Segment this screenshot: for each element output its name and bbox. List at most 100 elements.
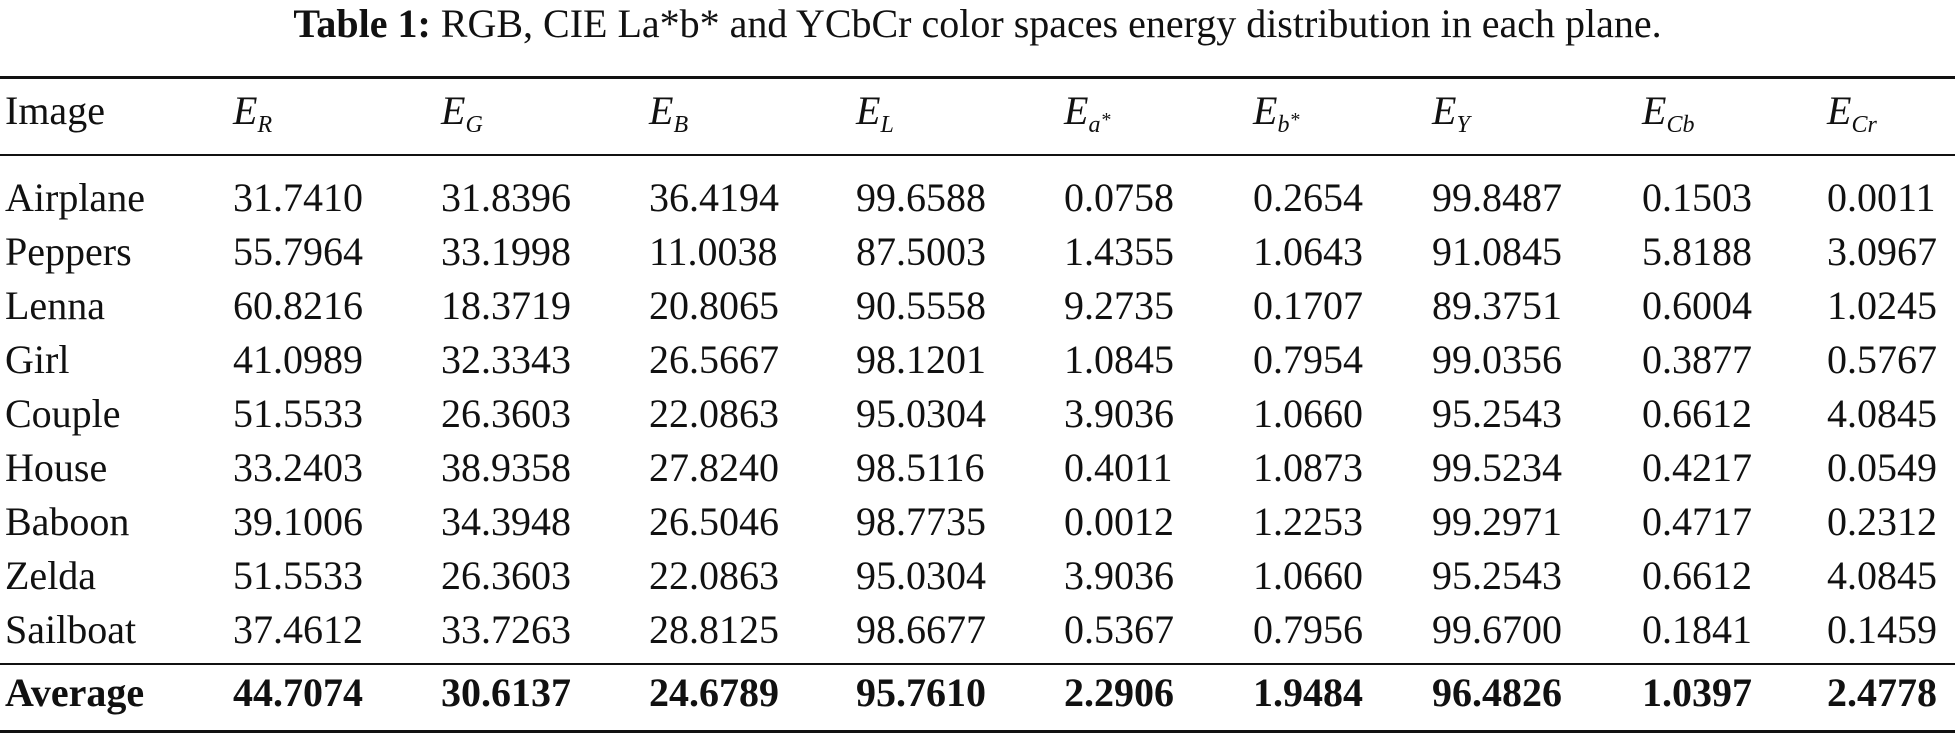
cell-e-l: 87.5003 — [856, 229, 986, 274]
cell-e-cr: 4.0845 — [1827, 391, 1937, 436]
header-subscript-letter: b — [1277, 112, 1290, 138]
row-image-name: Zelda — [5, 553, 97, 598]
cell-e-cr: 0.5767 — [1827, 337, 1937, 382]
header-subscript: Y — [1456, 112, 1470, 138]
table-row: Lenna 60.8216 18.3719 20.8065 90.5558 9.… — [0, 279, 1955, 333]
cell-e-b-star: 0.7956 — [1253, 607, 1363, 652]
cell-e-a-star: 3.9036 — [1064, 391, 1174, 436]
header-e-g: EG — [441, 84, 483, 144]
avg-e-b-star: 1.9484 — [1253, 670, 1363, 715]
header-e-cb: ECb — [1642, 84, 1694, 144]
header-subscript: a* — [1088, 109, 1110, 138]
header-symbol: E — [1642, 88, 1667, 133]
cell-e-b: 26.5046 — [649, 499, 779, 544]
cell-e-a-star: 3.9036 — [1064, 553, 1174, 598]
table-row: Couple 51.5533 26.3603 22.0863 95.0304 3… — [0, 387, 1955, 441]
row-image-name: Couple — [5, 391, 121, 436]
cell-e-r: 51.5533 — [233, 391, 363, 436]
cell-e-b: 36.4194 — [649, 175, 779, 220]
header-symbol: E — [1253, 88, 1278, 133]
avg-e-cr: 2.4778 — [1827, 670, 1937, 715]
cell-e-l: 95.0304 — [856, 553, 986, 598]
cell-e-cr: 0.1459 — [1827, 607, 1937, 652]
row-image-name: House — [5, 445, 108, 490]
cell-e-b: 20.8065 — [649, 283, 779, 328]
cell-e-g: 26.3603 — [441, 553, 571, 598]
header-rule — [0, 154, 1955, 156]
header-subscript: R — [257, 112, 273, 138]
header-e-b-star: Eb* — [1253, 84, 1299, 145]
cell-e-g: 33.1998 — [441, 229, 571, 274]
cell-e-g: 33.7263 — [441, 607, 571, 652]
cell-e-a-star: 1.4355 — [1064, 229, 1174, 274]
table-row: Airplane 31.7410 31.8396 36.4194 99.6588… — [0, 171, 1955, 225]
cell-e-y: 99.6700 — [1432, 607, 1562, 652]
cell-e-cr: 4.0845 — [1827, 553, 1937, 598]
cell-e-y: 99.8487 — [1432, 175, 1562, 220]
header-subscript: G — [465, 112, 483, 138]
cell-e-b: 22.0863 — [649, 553, 779, 598]
cell-e-y: 99.5234 — [1432, 445, 1562, 490]
cell-e-y: 95.2543 — [1432, 553, 1562, 598]
header-e-cr: ECr — [1827, 84, 1877, 144]
average-row: Average 44.7074 30.6137 24.6789 95.7610 … — [0, 666, 1955, 720]
average-label: Average — [5, 670, 145, 715]
cell-e-b: 28.8125 — [649, 607, 779, 652]
cell-e-a-star: 0.4011 — [1064, 445, 1173, 490]
avg-e-l: 95.7610 — [856, 670, 986, 715]
header-subscript: B — [673, 112, 689, 138]
cell-e-b-star: 0.1707 — [1253, 283, 1363, 328]
row-image-name: Sailboat — [5, 607, 137, 652]
cell-e-cr: 0.0011 — [1827, 175, 1936, 220]
table-row: Peppers 55.7964 33.1998 11.0038 87.5003 … — [0, 225, 1955, 279]
cell-e-cr: 3.0967 — [1827, 229, 1937, 274]
cell-e-y: 89.3751 — [1432, 283, 1562, 328]
cell-e-y: 95.2543 — [1432, 391, 1562, 436]
cell-e-g: 38.9358 — [441, 445, 571, 490]
cell-e-b-star: 1.0643 — [1253, 229, 1363, 274]
cell-e-cr: 0.0549 — [1827, 445, 1937, 490]
cell-e-l: 98.5116 — [856, 445, 985, 490]
table-caption: Table 1: RGB, CIE La*b* and YCbCr color … — [0, 0, 1955, 48]
cell-e-cb: 0.1503 — [1642, 175, 1752, 220]
cell-e-r: 41.0989 — [233, 337, 363, 382]
caption-label: Table 1: — [293, 1, 431, 46]
table-header-row: Image ER EG EB EL Ea* Eb* EY ECb ECr — [0, 84, 1955, 138]
cell-e-a-star: 9.2735 — [1064, 283, 1174, 328]
cell-e-cb: 0.4217 — [1642, 445, 1752, 490]
cell-e-l: 98.6677 — [856, 607, 986, 652]
cell-e-b-star: 1.0660 — [1253, 553, 1363, 598]
avg-e-cb: 1.0397 — [1642, 670, 1752, 715]
cell-e-a-star: 1.0845 — [1064, 337, 1174, 382]
cell-e-g: 34.3948 — [441, 499, 571, 544]
cell-e-l: 95.0304 — [856, 391, 986, 436]
cell-e-cb: 5.8188 — [1642, 229, 1752, 274]
header-subscript-letter: a — [1088, 112, 1101, 138]
header-e-a-star: Ea* — [1064, 84, 1110, 145]
header-e-r: ER — [233, 84, 272, 144]
header-symbol: E — [441, 88, 466, 133]
cell-e-r: 37.4612 — [233, 607, 363, 652]
cell-e-g: 26.3603 — [441, 391, 571, 436]
cell-e-r: 39.1006 — [233, 499, 363, 544]
header-symbol: E — [1432, 88, 1457, 133]
row-image-name: Girl — [5, 337, 70, 382]
top-rule — [0, 76, 1955, 79]
cell-e-r: 31.7410 — [233, 175, 363, 220]
cell-e-cb: 0.3877 — [1642, 337, 1752, 382]
header-image: Image — [5, 88, 105, 133]
table-row: Sailboat 37.4612 33.7263 28.8125 98.6677… — [0, 603, 1955, 657]
header-e-l: EL — [856, 84, 894, 144]
header-symbol: E — [856, 88, 881, 133]
avg-e-y: 96.4826 — [1432, 670, 1562, 715]
header-subscript: b* — [1277, 109, 1299, 138]
header-symbol: E — [233, 88, 258, 133]
cell-e-g: 18.3719 — [441, 283, 571, 328]
bottom-rule — [0, 730, 1955, 733]
row-image-name: Baboon — [5, 499, 130, 544]
row-image-name: Airplane — [5, 175, 145, 220]
avg-e-b: 24.6789 — [649, 670, 779, 715]
cell-e-l: 99.6588 — [856, 175, 986, 220]
header-subscript: L — [880, 112, 894, 138]
cell-e-b-star: 0.2654 — [1253, 175, 1363, 220]
